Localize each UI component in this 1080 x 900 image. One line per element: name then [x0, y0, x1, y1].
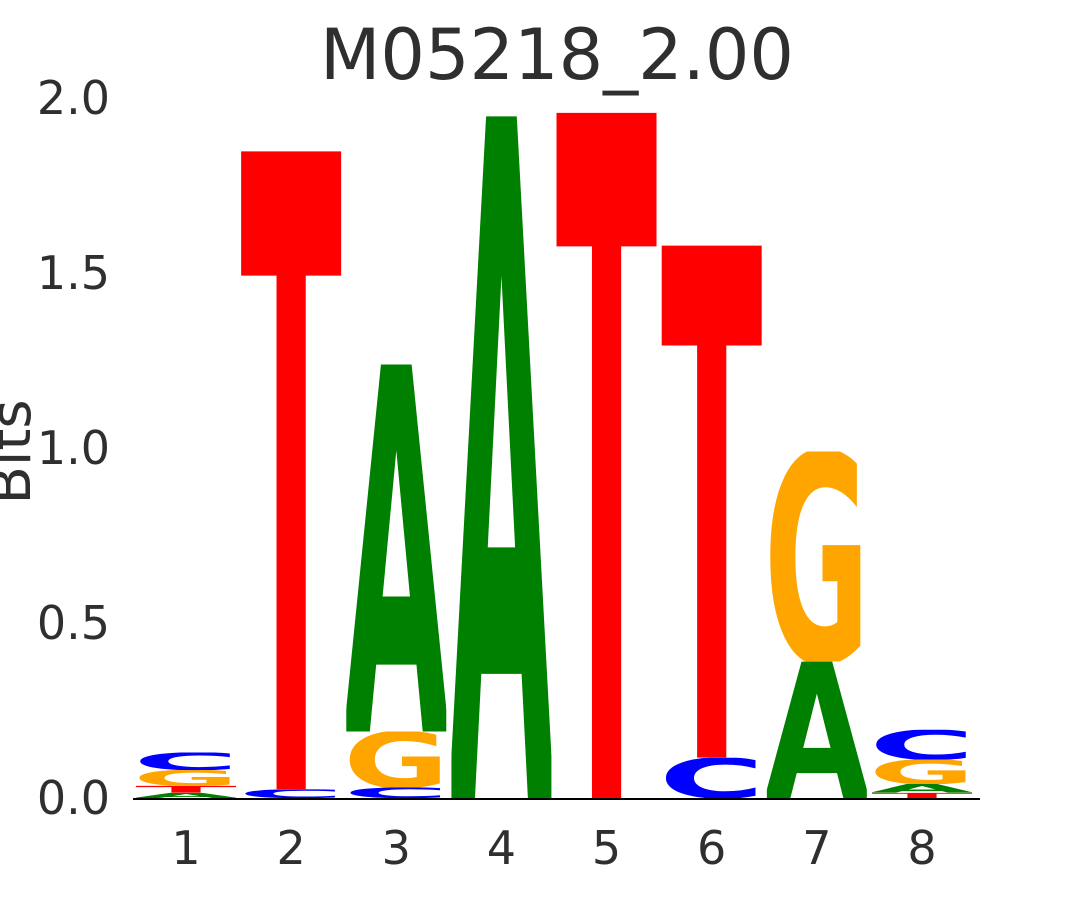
- logo-letter-glyph: T: [238, 0, 345, 900]
- logo-letter-glyph: C: [238, 787, 344, 801]
- logo-letter-glyph: G: [133, 766, 239, 791]
- logo-letter-1-C: C: [133, 748, 239, 776]
- logo-letter-2-C: C: [238, 787, 344, 801]
- x-tick-label: 8: [907, 821, 936, 875]
- logo-letter-3-C: C: [343, 785, 449, 802]
- logo-letter-glyph: A: [343, 266, 450, 851]
- logo-letter-6-T: T: [659, 107, 766, 900]
- logo-letter-7-A: A: [764, 625, 870, 843]
- x-tick-label: 6: [697, 821, 726, 875]
- x-tick-label: 1: [171, 821, 200, 875]
- logo-letter-glyph: A: [764, 625, 870, 843]
- logo-letter-3-G: G: [343, 717, 449, 806]
- x-tick-label: 5: [592, 821, 621, 875]
- y-tick-label: 2.0: [37, 71, 110, 125]
- logo-letter-glyph: C: [343, 785, 449, 802]
- logo-letter-glyph: T: [659, 107, 766, 900]
- logo-letter-2-T: T: [238, 0, 345, 900]
- logo-letter-1-T: T: [133, 784, 239, 795]
- y-axis-label: Bits: [0, 399, 44, 505]
- logo-letter-glyph: C: [659, 747, 765, 811]
- logo-letter-glyph: A: [869, 782, 975, 796]
- logo-letter-3-A: A: [343, 266, 450, 851]
- logo-letter-glyph: A: [448, 0, 555, 900]
- logo-letter-8-C: C: [869, 722, 975, 770]
- logo-letter-glyph: A: [133, 791, 239, 799]
- y-tick-label: 1.0: [37, 421, 110, 475]
- logo-letter-glyph: G: [343, 717, 449, 806]
- logo-letter-5-T: T: [554, 0, 661, 900]
- x-tick-label: 4: [487, 821, 516, 875]
- y-tick-label: 0.0: [37, 771, 110, 825]
- x-tick-label: 7: [802, 821, 831, 875]
- logo-letter-glyph: T: [133, 784, 239, 795]
- logo-letter-glyph: G: [764, 396, 870, 731]
- logo-letter-7-G: G: [764, 396, 870, 731]
- logo-letter-6-C: C: [659, 747, 765, 811]
- logo-letter-glyph: G: [869, 753, 975, 792]
- logo-letter-glyph: C: [133, 748, 239, 776]
- chart-title: M05218_2.00: [320, 14, 794, 96]
- logo-letter-1-A: A: [133, 791, 239, 799]
- logo-letter-8-T: T: [869, 791, 975, 799]
- x-tick-label: 3: [382, 821, 411, 875]
- logo-letter-glyph: T: [869, 791, 975, 799]
- logo-letter-glyph: C: [869, 722, 975, 770]
- logo-letter-glyph: T: [554, 0, 661, 900]
- logo-letter-8-G: G: [869, 753, 975, 792]
- logo-letter-4-A: A: [448, 0, 555, 900]
- x-tick-label: 2: [276, 821, 305, 875]
- y-tick-label: 0.5: [37, 596, 110, 650]
- logo-letter-8-A: A: [869, 782, 975, 796]
- y-tick-label: 1.5: [37, 246, 110, 300]
- logo-letter-1-G: G: [133, 766, 239, 791]
